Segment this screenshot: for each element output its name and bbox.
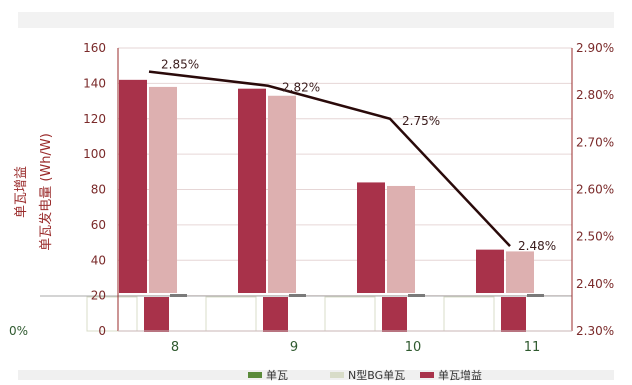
bar-series-1	[357, 182, 385, 293]
legend-swatch	[330, 372, 344, 378]
right-tick-label: 2.90%	[576, 41, 614, 55]
gain-series-line	[148, 70, 511, 247]
left-tick-label: 0	[98, 324, 106, 338]
legend-swatch	[248, 372, 262, 378]
bar-series-2	[149, 86, 177, 293]
data-label: 2.75%	[402, 114, 440, 128]
x-tick-label: 10	[405, 340, 422, 355]
x-tick-label: 11	[524, 340, 541, 355]
right-tick-label: 2.30%	[576, 324, 614, 338]
gain-panel: 0%	[9, 294, 572, 338]
gain-box	[86, 296, 138, 332]
data-label: 2.48%	[518, 239, 556, 253]
bar-series-2	[387, 185, 415, 293]
right-tick-label: 2.50%	[576, 230, 614, 244]
left-tick-label: 80	[91, 183, 106, 197]
legend: 单瓦 N型BG单瓦 单瓦增益	[18, 368, 614, 382]
left-tick-label: 60	[91, 218, 106, 232]
gain-bar-grey	[289, 294, 306, 297]
left-tick-label: 40	[91, 253, 106, 267]
right-tick-label: 2.70%	[576, 135, 614, 149]
right-tick-label: 2.40%	[576, 277, 614, 291]
gain-axis-tick: 0%	[9, 324, 28, 338]
axes: 0 20 40 60 80 100 120 140 160 2.30% 2.40% 2.50% 2.60…	[83, 41, 614, 355]
gain-bar-red	[382, 297, 407, 332]
bar-series-1	[238, 88, 266, 294]
legend-bar	[18, 370, 614, 380]
legend-label: N型BG单瓦	[348, 368, 405, 382]
gain-bar-grey	[527, 294, 544, 297]
x-tick-label: 9	[290, 340, 298, 355]
left-tick-label: 140	[83, 76, 106, 90]
gain-bar-red	[263, 297, 288, 332]
gain-bar-red	[144, 297, 169, 332]
gain-line: 2.85% 2.82% 2.75% 2.48%	[148, 58, 556, 253]
legend-label: 单瓦	[266, 369, 288, 382]
bar-series-1	[119, 79, 147, 294]
left-tick-label: 100	[83, 147, 106, 161]
legend-label: 单瓦增益	[438, 368, 482, 382]
left-tick-label: 160	[83, 41, 106, 55]
data-label: 2.85%	[161, 58, 199, 72]
right-tick-label: 2.80%	[576, 88, 614, 102]
left-axis-label: 单瓦发电量 (Wh/W)	[38, 133, 54, 251]
left-tick-label: 120	[83, 112, 106, 126]
gain-axis-label: 单瓦增益	[14, 166, 29, 218]
gain-bar-grey	[170, 294, 187, 297]
bar-series-2	[506, 251, 534, 293]
x-tick-label: 8	[171, 340, 179, 355]
bars	[119, 79, 534, 294]
gain-bar-red	[501, 297, 526, 332]
left-tick-label: 20	[91, 289, 106, 303]
data-label: 2.82%	[282, 81, 320, 95]
right-tick-label: 2.60%	[576, 183, 614, 197]
legend-swatch	[420, 372, 434, 378]
bar-series-1	[476, 249, 504, 293]
bar-series-2	[268, 95, 296, 293]
gain-bar-grey	[408, 294, 425, 297]
title-bar	[18, 12, 614, 28]
